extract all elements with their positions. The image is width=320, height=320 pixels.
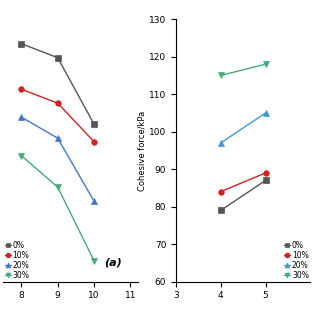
Legend: 0%, 10%, 20%, 30%: 0%, 10%, 20%, 30%	[5, 241, 29, 280]
Y-axis label: Cohesive force/kPa: Cohesive force/kPa	[137, 110, 146, 190]
Text: (a): (a)	[105, 258, 122, 268]
Legend: 0%, 10%, 20%, 30%: 0%, 10%, 20%, 30%	[284, 241, 309, 280]
